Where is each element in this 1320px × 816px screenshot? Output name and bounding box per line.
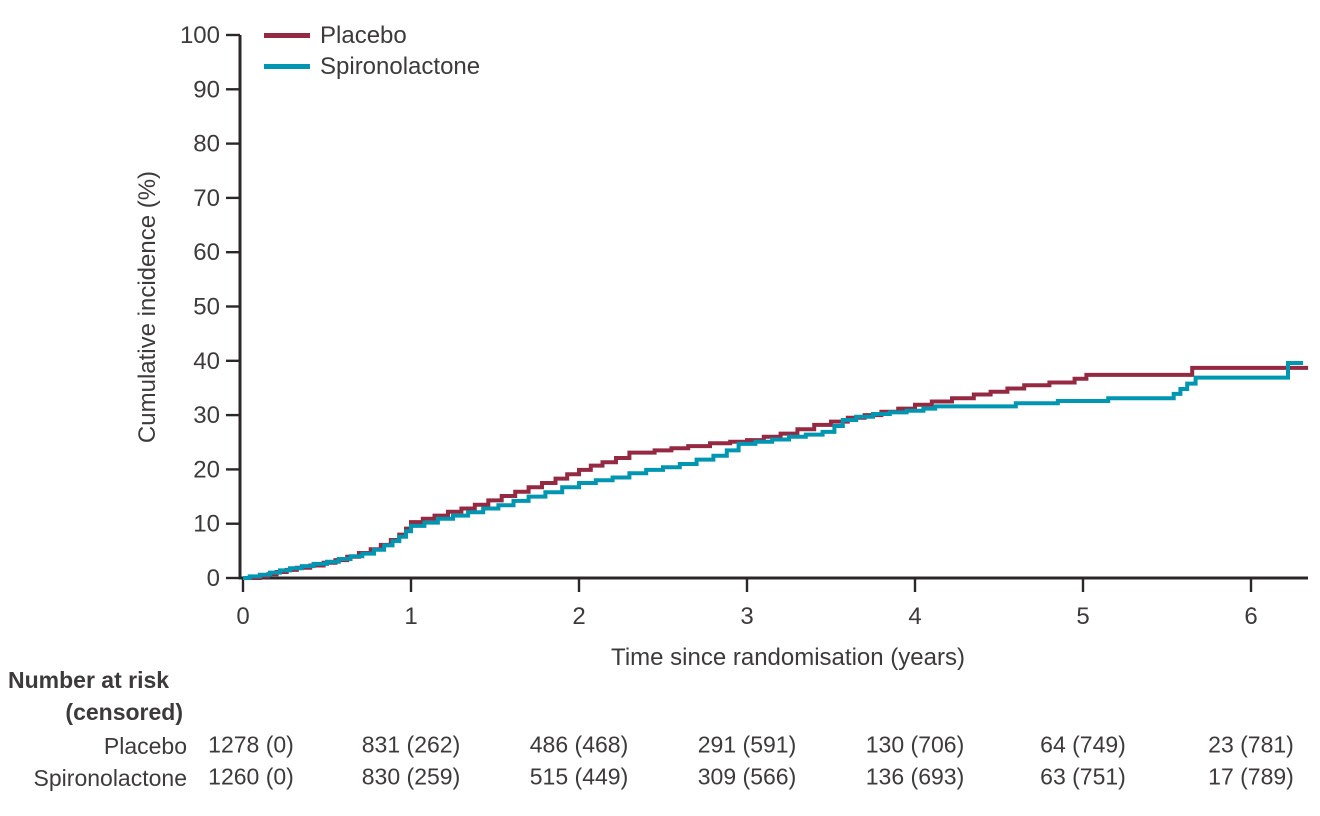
y-tick-label: 40 (193, 348, 220, 375)
x-tick-label: 2 (572, 603, 585, 630)
x-tick-label: 1 (404, 603, 417, 630)
y-tick-label: 0 (207, 565, 220, 592)
spironolactone-line-swatch (264, 64, 310, 69)
legend-item-spironolactone: Spironolactone (264, 51, 480, 82)
legend-label-placebo: Placebo (320, 21, 407, 49)
risk-cell-placebo-year5: 64 (749) (1040, 731, 1126, 758)
risk-row-label-placebo: Placebo (103, 733, 187, 759)
risk-cell-placebo-year1: 831 (262) (361, 731, 461, 758)
risk-row-label-spironolactone: Spironolactone (33, 765, 187, 791)
risk-cell-placebo-year2: 486 (468) (529, 731, 629, 758)
y-axis-title: Cumulative incidence (%) (134, 170, 161, 444)
legend-item-placebo: Placebo (264, 20, 480, 51)
y-tick-label: 80 (193, 131, 220, 158)
legend: Placebo Spironolactone (264, 20, 480, 82)
risk-cell-spironolactone-year0: 1260 (0) (208, 763, 294, 790)
risk-cell-spironolactone-year3: 309 (566) (697, 763, 797, 790)
risk-cell-placebo-year4: 130 (706) (865, 731, 965, 758)
risk-cell-spironolactone-year6: 17 (789) (1208, 763, 1294, 790)
x-tick-label: 3 (740, 603, 753, 630)
risk-cell-placebo-year6: 23 (781) (1208, 731, 1294, 758)
risk-cell-placebo-year0: 1278 (0) (208, 731, 294, 758)
risk-cell-spironolactone-year4: 136 (693) (865, 763, 965, 790)
x-tick-label: 4 (908, 603, 921, 630)
x-axis-title: Time since randomisation (years) (611, 644, 965, 671)
risk-cell-placebo-year3: 291 (591) (697, 731, 797, 758)
y-tick-label: 90 (193, 76, 220, 103)
risk-cell-spironolactone-year5: 63 (751) (1040, 763, 1126, 790)
y-tick-label: 70 (193, 185, 220, 212)
legend-label-spironolactone: Spironolactone (320, 52, 481, 80)
y-tick-label: 30 (193, 402, 220, 429)
risk-cell-spironolactone-year1: 830 (259) (361, 763, 461, 790)
y-tick-label: 50 (193, 294, 220, 321)
x-tick-label: 6 (1244, 603, 1257, 630)
y-tick-label: 60 (193, 239, 220, 266)
y-tick-label: 100 (180, 22, 220, 49)
y-tick-label: 20 (193, 456, 220, 483)
risk-cell-spironolactone-year2: 515 (449) (529, 763, 629, 790)
number-at-risk-header: Number at risk (8, 667, 170, 693)
placebo-line-swatch (264, 33, 310, 38)
y-tick-label: 10 (193, 511, 220, 538)
number-at-risk-subheader: (censored) (65, 699, 183, 725)
x-tick-label: 5 (1076, 603, 1089, 630)
spironolactone-curve (243, 361, 1304, 580)
x-tick-label: 0 (236, 603, 249, 630)
